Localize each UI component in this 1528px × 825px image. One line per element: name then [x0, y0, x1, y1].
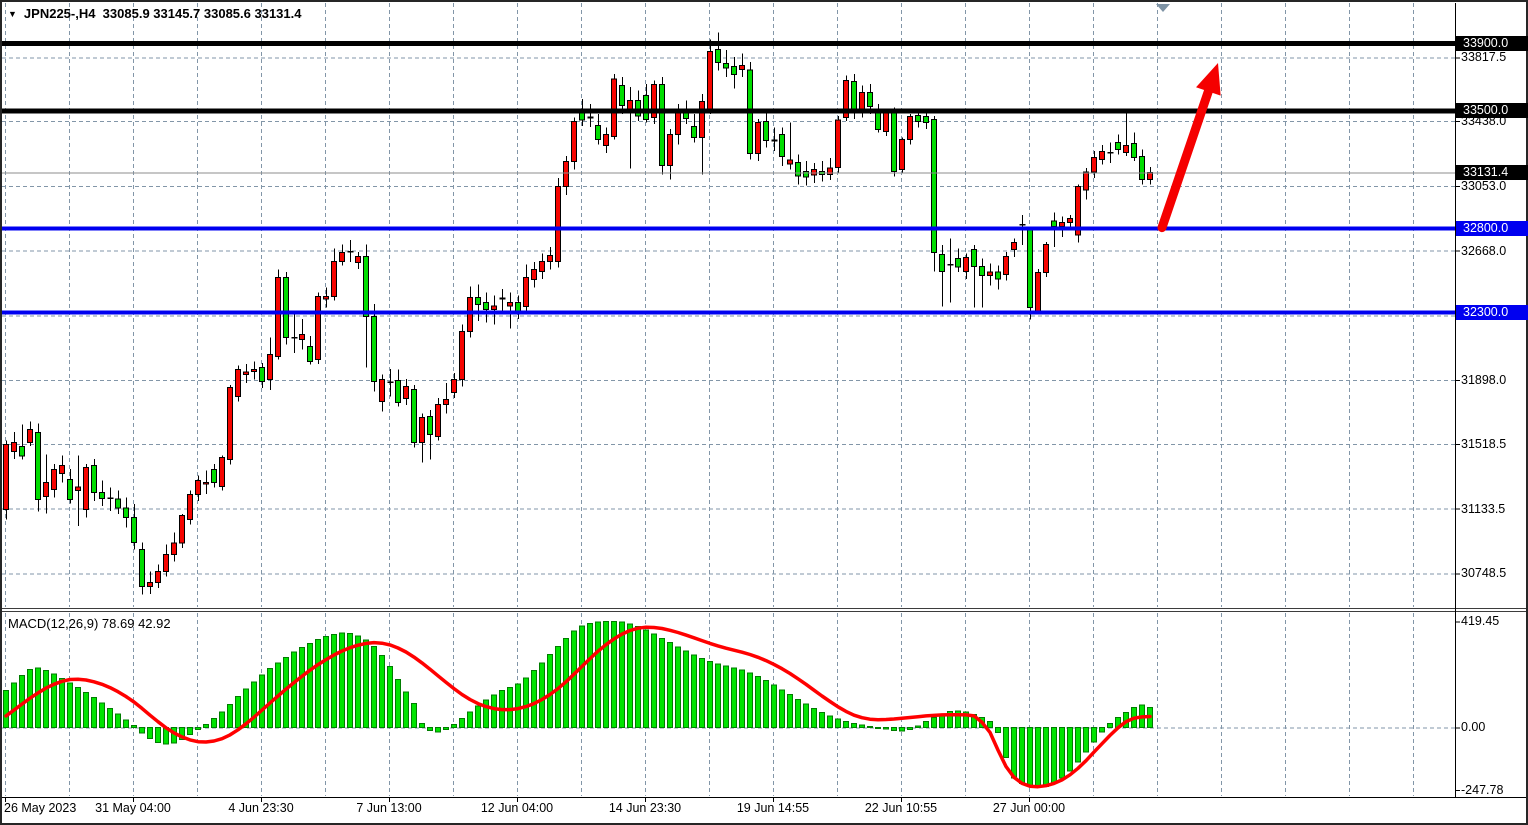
price-axis-label: 33053.0: [1461, 178, 1507, 193]
date-label: 12 Jun 04:00: [480, 801, 554, 815]
macd-indicator-label: MACD(12,26,9) 78.69 42.92: [8, 616, 171, 631]
date-label: 19 Jun 14:55: [736, 801, 810, 815]
price-axis-label: 33817.5: [1461, 50, 1507, 65]
macd-histogram: [3, 620, 1153, 788]
collapse-triangle-icon[interactable]: ▼: [8, 9, 17, 19]
price-axis-label: 30748.5: [1461, 566, 1507, 581]
price-axis-label: 31898.0: [1461, 373, 1507, 388]
date-label: 7 Jun 13:00: [356, 801, 422, 815]
chart-end-marker-icon: [1156, 4, 1170, 12]
axis-ticks: [5, 57, 1460, 802]
date-label: 22 Jun 10:55: [864, 801, 938, 815]
macd-signal-line: [4, 625, 1152, 789]
price-level-badge: 33900.0: [1456, 36, 1528, 51]
price-level-badge: 32300.0: [1456, 304, 1528, 320]
macd-axis-label: 419.45: [1461, 614, 1500, 629]
price-axis-label: 32668.0: [1461, 243, 1507, 258]
price-level-badge: 33500.0: [1456, 103, 1528, 119]
date-label: 14 Jun 23:30: [608, 801, 682, 815]
price-axis-label: 31518.5: [1461, 436, 1507, 451]
date-label: 27 Jun 00:00: [992, 801, 1066, 815]
date-label: 31 May 04:00: [95, 801, 171, 815]
price-axis-label: 31133.5: [1461, 501, 1506, 516]
candlestick-series: [3, 32, 1153, 595]
price-level-badge: 32800.0: [1456, 220, 1528, 236]
symbol-ohlc-text: JPN225-,H4 33085.9 33145.7 33085.6 33131…: [23, 6, 302, 21]
date-label: 4 Jun 23:30: [228, 801, 294, 815]
symbol-title: ▼ JPN225-,H4 33085.9 33145.7 33085.6 3313…: [8, 6, 302, 21]
price-level-badge: 33131.4: [1456, 165, 1528, 181]
macd-axis-label: 0.00: [1461, 720, 1486, 735]
trend-arrow-annotation[interactable]: [1157, 63, 1221, 233]
macd-axis-label: -247.78: [1461, 782, 1504, 797]
date-label: 26 May 2023: [4, 801, 77, 815]
